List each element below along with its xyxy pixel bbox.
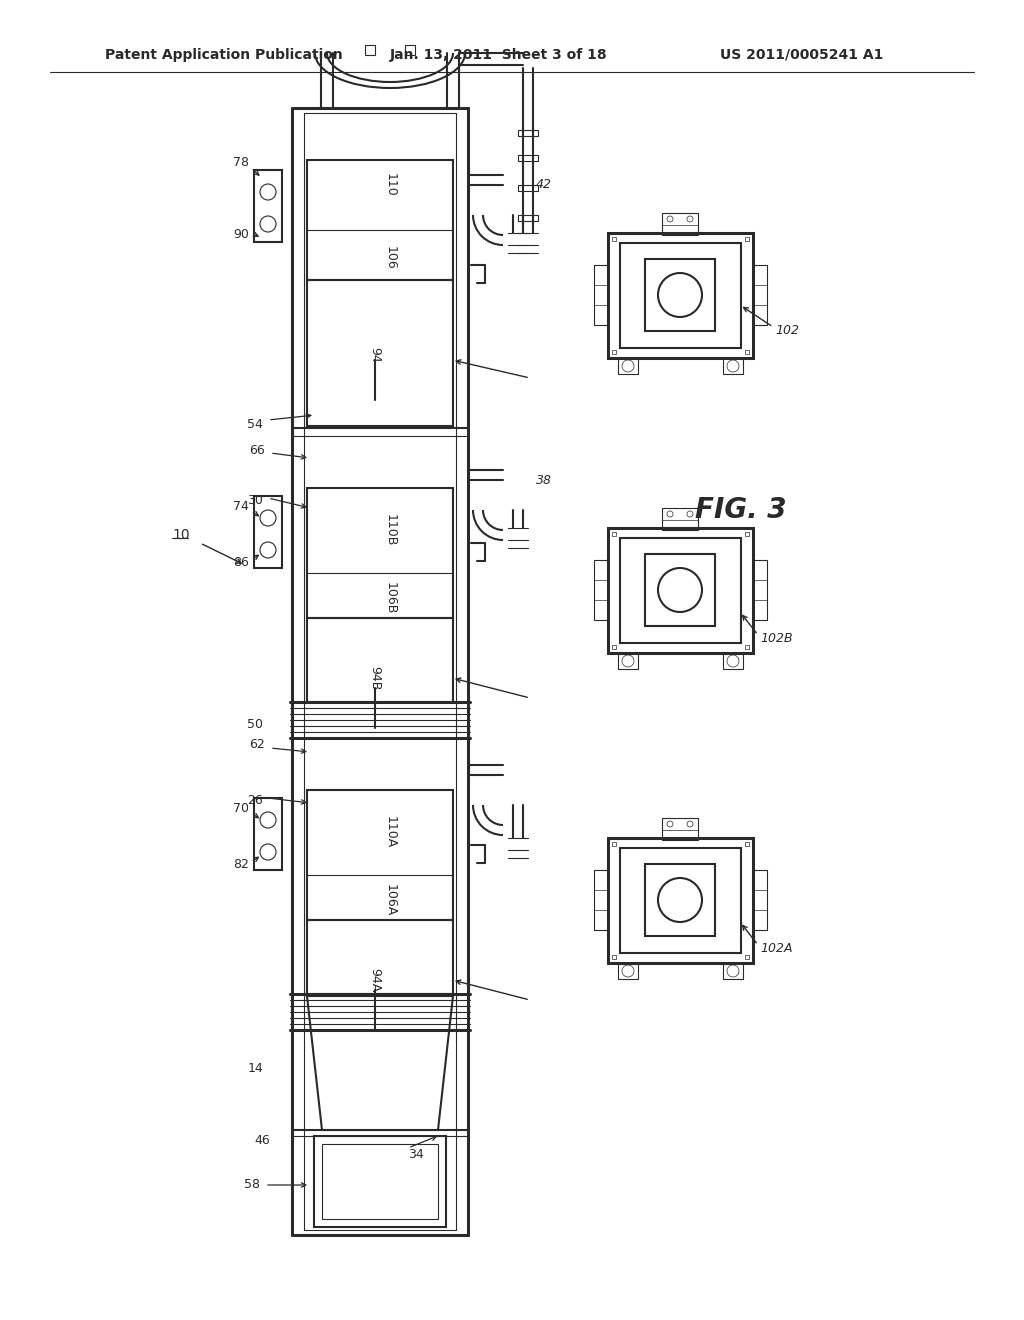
Text: 14: 14 — [247, 1061, 263, 1074]
Text: 102A: 102A — [760, 941, 793, 954]
Text: Patent Application Publication: Patent Application Publication — [105, 48, 343, 62]
Bar — [608, 528, 753, 653]
Text: 106A: 106A — [384, 884, 396, 916]
Bar — [645, 865, 715, 936]
Text: 10: 10 — [172, 528, 189, 543]
Text: 110A: 110A — [384, 816, 396, 849]
Bar — [518, 154, 538, 161]
Bar — [723, 358, 743, 374]
Bar — [612, 645, 616, 649]
Bar — [314, 1137, 446, 1228]
Bar — [745, 350, 749, 354]
Text: 94B: 94B — [369, 665, 382, 690]
Text: 106B: 106B — [384, 582, 396, 614]
Bar — [254, 799, 282, 870]
Bar — [307, 280, 453, 426]
Text: 30: 30 — [247, 494, 263, 507]
Bar — [745, 954, 749, 960]
Text: US 2011/0005241 A1: US 2011/0005241 A1 — [720, 48, 884, 62]
Bar — [662, 818, 698, 840]
Text: 86: 86 — [233, 556, 249, 569]
Text: 90: 90 — [233, 228, 249, 242]
Text: 94: 94 — [369, 347, 382, 363]
Bar — [612, 954, 616, 960]
Bar — [406, 45, 415, 55]
Bar — [594, 870, 608, 931]
Text: 74: 74 — [233, 499, 249, 512]
Bar — [745, 532, 749, 536]
Text: 110B: 110B — [384, 513, 396, 546]
Text: 26: 26 — [247, 793, 263, 807]
Bar — [645, 259, 715, 331]
Bar — [753, 265, 767, 325]
Bar — [753, 560, 767, 620]
Text: Jan. 13, 2011  Sheet 3 of 18: Jan. 13, 2011 Sheet 3 of 18 — [390, 48, 607, 62]
Text: 110: 110 — [384, 173, 396, 197]
Bar — [723, 653, 743, 669]
Bar — [620, 243, 741, 348]
Text: 102B: 102B — [760, 631, 793, 644]
Bar — [620, 539, 741, 643]
Bar — [612, 842, 616, 846]
Text: 62: 62 — [249, 738, 265, 751]
Text: 106: 106 — [384, 246, 396, 269]
Bar — [620, 847, 741, 953]
Text: 82: 82 — [233, 858, 249, 870]
Bar — [612, 532, 616, 536]
Bar — [518, 215, 538, 220]
Bar — [307, 920, 453, 994]
Text: 46: 46 — [254, 1134, 270, 1147]
Text: FIG. 3: FIG. 3 — [695, 496, 786, 524]
Text: 54: 54 — [247, 418, 263, 432]
Bar — [662, 213, 698, 235]
Bar — [594, 265, 608, 325]
Bar — [307, 789, 453, 920]
Bar — [723, 964, 743, 979]
Bar — [608, 838, 753, 964]
Bar — [365, 45, 375, 55]
Bar — [618, 358, 638, 374]
Text: 42: 42 — [536, 178, 552, 191]
Text: 58: 58 — [244, 1179, 260, 1192]
Bar — [307, 160, 453, 280]
Text: 50: 50 — [247, 718, 263, 731]
Bar — [254, 496, 282, 568]
Bar — [594, 560, 608, 620]
Bar — [518, 129, 538, 136]
Bar — [662, 508, 698, 531]
Bar — [618, 964, 638, 979]
Bar — [518, 185, 538, 191]
Bar — [254, 170, 282, 242]
Text: 66: 66 — [249, 444, 265, 457]
Text: 38: 38 — [536, 474, 552, 487]
Bar — [745, 842, 749, 846]
Bar — [745, 238, 749, 242]
Bar — [322, 1144, 438, 1218]
Bar — [612, 238, 616, 242]
Bar — [307, 618, 453, 702]
Text: 78: 78 — [233, 157, 249, 169]
Bar — [645, 554, 715, 626]
Text: 94A: 94A — [369, 968, 382, 993]
Text: 70: 70 — [233, 801, 249, 814]
Bar — [745, 645, 749, 649]
Bar — [307, 488, 453, 618]
Bar — [612, 350, 616, 354]
Bar — [618, 653, 638, 669]
Bar — [608, 234, 753, 358]
Text: 102: 102 — [775, 323, 799, 337]
Text: 34: 34 — [408, 1148, 424, 1162]
Bar — [753, 870, 767, 931]
